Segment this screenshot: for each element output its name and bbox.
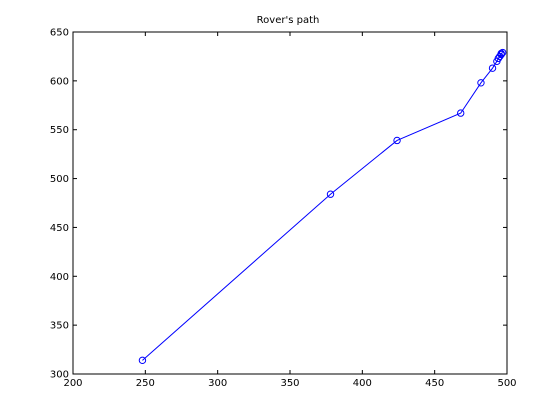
y-tick-label: 300: [50, 370, 69, 381]
y-tick-label: 650: [50, 28, 69, 39]
series-layer: [138, 48, 507, 365]
chart-title: Rover's path: [257, 15, 320, 26]
x-tick-label: 400: [353, 378, 372, 389]
y-tick-label: 500: [50, 174, 69, 185]
data-point: [393, 136, 401, 145]
data-point: [477, 79, 485, 87]
plot-area: [72, 31, 508, 375]
x-tick-label: 500: [497, 378, 516, 389]
y-axis: 300 350 400 450 500 550 600 650: [50, 28, 507, 381]
y-tick-label: 400: [50, 272, 69, 283]
data-point: [326, 190, 335, 198]
x-tick-label: 200: [63, 378, 82, 389]
data-point: [488, 64, 497, 72]
x-tick-label: 300: [208, 378, 227, 389]
data-point: [498, 48, 507, 57]
data-point: [457, 109, 465, 117]
y-tick-label: 350: [50, 321, 69, 332]
x-axis: 200 250 300 350 400 450 500: [63, 32, 517, 389]
data-point: [497, 49, 505, 58]
x-tick-label: 450: [425, 378, 444, 389]
series-line: [142, 52, 503, 361]
x-tick-label: 250: [136, 378, 155, 389]
x-tick-label: 350: [280, 378, 299, 389]
y-tick-label: 550: [50, 125, 69, 136]
y-tick-label: 600: [50, 76, 69, 87]
y-tick-label: 450: [50, 223, 69, 234]
data-point: [138, 356, 147, 365]
